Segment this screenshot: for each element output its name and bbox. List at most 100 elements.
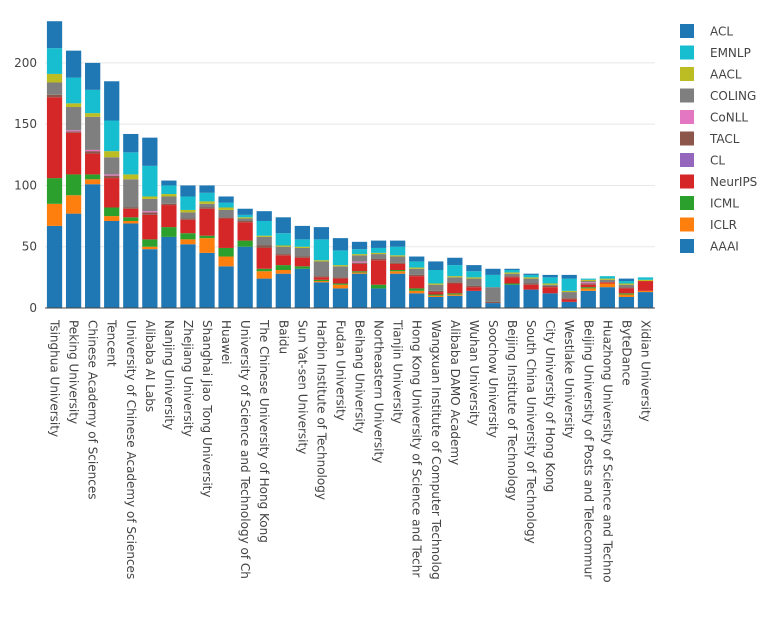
bar-aaai-university-of-science-and-technology-of-ch[interactable] — [237, 246, 253, 308]
legend-item-icml[interactable]: ICML — [680, 196, 739, 211]
bar-aaai-alibaba-damo-academy[interactable] — [447, 295, 463, 308]
bar-aacl-fudan-university[interactable] — [332, 265, 349, 267]
bar-acl-tencent[interactable] — [104, 81, 120, 121]
bar-coling-alibaba-ai-labs[interactable] — [142, 198, 158, 212]
bar-coling-city-university-of-hong-kong[interactable] — [542, 284, 558, 286]
bar-emnlp-alibaba-ai-labs[interactable] — [142, 165, 158, 197]
bar-aacl-wuhan-university[interactable] — [466, 277, 482, 279]
bar-coling-fudan-university[interactable] — [332, 266, 349, 278]
bar-coling-shanghai-jiao-tong-university[interactable] — [199, 203, 215, 208]
bar-aacl-huazhong-university-of-science-and-techno[interactable] — [599, 278, 615, 280]
bar-neurips-bytedance[interactable] — [618, 288, 635, 294]
bar-aaai-tsinghua-university[interactable] — [46, 225, 63, 308]
bar-aaai-beijing-university-of-posts-and-telecommur[interactable] — [580, 290, 596, 308]
bar-tacl-university-of-chinese-academy-of-sciences[interactable] — [123, 207, 139, 209]
bar-emnlp-city-university-of-hong-kong[interactable] — [542, 277, 558, 284]
bar-iclr-university-of-chinese-academy-of-sciences[interactable] — [123, 220, 139, 224]
bar-neurips-shanghai-jiao-tong-university[interactable] — [199, 208, 215, 236]
bar-emnlp-south-china-university-of-technology[interactable] — [523, 274, 539, 278]
bar-tacl-tsinghua-university[interactable] — [46, 94, 63, 98]
bar-conll-beijing-university-of-posts-and-telecommur[interactable] — [580, 282, 596, 284]
bar-aaai-sun-yat-sen-university[interactable] — [294, 268, 310, 308]
bar-aaai-beihang-university[interactable] — [351, 273, 368, 308]
bar-neurips-northeastern-university[interactable] — [370, 260, 387, 285]
bar-icml-sun-yat-sen-university[interactable] — [294, 266, 310, 269]
bar-neurips-peking-university[interactable] — [65, 132, 82, 175]
bar-iclr-hong-kong-university-of-science-and-techr[interactable] — [409, 290, 425, 294]
bar-emnlp-wuhan-university[interactable] — [466, 271, 482, 278]
bar-tacl-chinese-academy-of-sciences[interactable] — [85, 151, 101, 154]
legend-item-acl[interactable]: ACL — [680, 24, 733, 39]
bar-coling-huazhong-university-of-science-and-techno[interactable] — [599, 279, 615, 283]
bar-acl-south-china-university-of-technology[interactable] — [523, 273, 539, 275]
bar-coling-alibaba-damo-academy[interactable] — [447, 277, 463, 283]
legend-item-conll[interactable]: CoNLL — [680, 110, 748, 125]
bar-acl-alibaba-damo-academy[interactable] — [447, 257, 463, 266]
bar-neurips-beihang-university[interactable] — [351, 263, 368, 272]
bar-icml-nanjing-university[interactable] — [161, 227, 177, 237]
bar-emnlp-chinese-academy-of-sciences[interactable] — [85, 89, 101, 114]
bar-aacl-tianjin-university[interactable] — [390, 255, 406, 257]
bar-coling-beijing-university-of-posts-and-telecommur[interactable] — [580, 281, 596, 283]
bar-iclr-xidian-university[interactable] — [637, 290, 654, 293]
bar-aaai-soochow-university[interactable] — [485, 303, 501, 308]
bar-icml-wangxuan-institute-of-computer-technolog[interactable] — [428, 294, 444, 296]
bar-tacl-hong-kong-university-of-science-and-techr[interactable] — [409, 274, 425, 277]
bar-icml-hong-kong-university-of-science-and-techr[interactable] — [409, 288, 425, 291]
bar-iclr-beijing-university-of-posts-and-telecommur[interactable] — [580, 288, 596, 291]
bar-aaai-wangxuan-institute-of-computer-technolog[interactable] — [428, 296, 444, 308]
bar-iclr-harbin-institute-of-technology[interactable] — [313, 281, 330, 283]
bar-neurips-wangxuan-institute-of-computer-technolog[interactable] — [428, 292, 444, 295]
legend-item-iclr[interactable]: ICLR — [680, 217, 737, 233]
bar-tacl-fudan-university[interactable] — [332, 277, 349, 279]
bar-iclr-tsinghua-university[interactable] — [46, 203, 63, 226]
bar-acl-harbin-institute-of-technology[interactable] — [313, 227, 330, 240]
bar-acl-city-university-of-hong-kong[interactable] — [542, 274, 558, 278]
bar-aaai-tencent[interactable] — [104, 220, 120, 308]
legend-item-coling[interactable]: COLING — [680, 88, 756, 104]
bar-acl-chinese-academy-of-sciences[interactable] — [85, 62, 101, 90]
bar-emnlp-the-chinese-university-of-hong-kong[interactable] — [256, 220, 272, 236]
bar-acl-fudan-university[interactable] — [332, 238, 349, 251]
bar-coling-hong-kong-university-of-science-and-techr[interactable] — [409, 268, 425, 275]
bar-aaai-the-chinese-university-of-hong-kong[interactable] — [256, 278, 272, 308]
bar-neurips-university-of-science-and-technology-of-ch[interactable] — [237, 222, 253, 241]
bar-aacl-baidu[interactable] — [275, 245, 291, 247]
bar-aacl-beihang-university[interactable] — [351, 254, 368, 256]
bar-tacl-nanjing-university[interactable] — [161, 203, 177, 206]
bar-emnlp-alibaba-damo-academy[interactable] — [447, 265, 463, 277]
bar-emnlp-zhejiang-university[interactable] — [180, 196, 196, 210]
bar-coling-huawei[interactable] — [218, 209, 234, 218]
bar-aacl-sun-yat-sen-university[interactable] — [294, 246, 310, 248]
bar-aacl-northeastern-university[interactable] — [370, 252, 387, 255]
bar-neurips-university-of-chinese-academy-of-sciences[interactable] — [123, 208, 139, 218]
bar-icml-university-of-chinese-academy-of-sciences[interactable] — [123, 217, 139, 221]
bar-neurips-tianjin-university[interactable] — [390, 263, 406, 271]
bar-aacl-alibaba-damo-academy[interactable] — [447, 276, 463, 278]
bar-iclr-baidu[interactable] — [275, 270, 291, 274]
bar-aaai-beijing-institute-of-technology[interactable] — [504, 284, 520, 308]
bar-aaai-shanghai-jiao-tong-university[interactable] — [199, 252, 215, 308]
bar-coling-northeastern-university[interactable] — [370, 254, 387, 259]
bar-acl-shanghai-jiao-tong-university[interactable] — [199, 185, 215, 193]
bar-icml-beijing-university-of-posts-and-telecommur[interactable] — [580, 287, 596, 289]
bar-emnlp-tencent[interactable] — [104, 120, 120, 152]
bar-neurips-wuhan-university[interactable] — [466, 287, 482, 291]
bar-emnlp-tsinghua-university[interactable] — [46, 48, 63, 74]
bar-emnlp-baidu[interactable] — [275, 233, 291, 246]
bar-aacl-shanghai-jiao-tong-university[interactable] — [199, 201, 215, 204]
bar-aacl-chinese-academy-of-sciences[interactable] — [85, 113, 101, 117]
bar-aaai-northeastern-university[interactable] — [370, 288, 387, 308]
bar-tacl-beijing-university-of-posts-and-telecommur[interactable] — [580, 283, 596, 285]
bar-tacl-shanghai-jiao-tong-university[interactable] — [199, 207, 215, 209]
bar-coling-wuhan-university[interactable] — [466, 278, 482, 286]
bar-tacl-tencent[interactable] — [104, 175, 120, 179]
bar-iclr-wangxuan-institute-of-computer-technolog[interactable] — [428, 295, 444, 297]
bar-tacl-city-university-of-hong-kong[interactable] — [542, 285, 558, 288]
bar-iclr-alibaba-damo-academy[interactable] — [447, 294, 463, 296]
bar-tacl-beijing-institute-of-technology[interactable] — [504, 276, 520, 278]
bar-icml-bytedance[interactable] — [618, 293, 635, 295]
bar-coling-westlake-university[interactable] — [561, 292, 577, 299]
bar-tacl-huawei[interactable] — [218, 217, 234, 219]
bar-icml-harbin-institute-of-technology[interactable] — [313, 279, 330, 282]
